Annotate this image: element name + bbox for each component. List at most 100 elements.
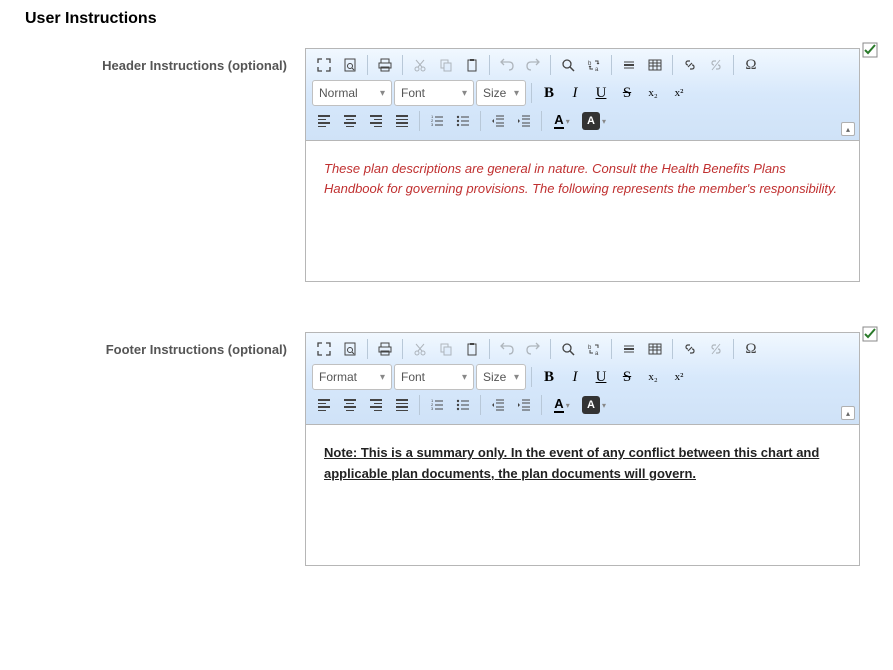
collapse-toolbar-icon[interactable]: ▴ [841,406,855,420]
hr-icon[interactable] [617,53,641,77]
size-select[interactable]: Size [476,80,526,106]
italic-button[interactable]: I [563,81,587,105]
toolbar-separator [541,111,542,131]
outdent-icon[interactable] [486,109,510,133]
special-char-icon[interactable]: Ω [739,53,763,77]
text-color-button[interactable]: A [547,109,577,133]
size-select-value: Size [483,86,506,100]
toolbar-row-3: 123 A A [312,109,853,133]
validation-check-icon [862,326,878,342]
cut-icon[interactable] [408,53,432,77]
toolbar-separator [480,395,481,415]
print-icon[interactable] [373,337,397,361]
italic-button[interactable]: I [563,365,587,389]
numbered-list-icon[interactable]: 123 [425,109,449,133]
align-right-icon[interactable] [364,393,388,417]
find-icon[interactable] [556,337,580,361]
toolbar-row-2: Normal Font Size B I U S x₂ x² [312,80,853,106]
bold-button[interactable]: B [537,365,561,389]
background-color-button[interactable]: A [579,393,609,417]
redo-icon[interactable] [521,337,545,361]
maximize-icon[interactable] [312,53,336,77]
toolbar-separator [419,111,420,131]
link-icon[interactable] [678,337,702,361]
unlink-icon[interactable] [704,337,728,361]
footer-editor-content[interactable]: Note: This is a summary only. In the eve… [306,425,859,565]
table-icon[interactable] [643,337,667,361]
font-select[interactable]: Font [394,364,474,390]
footer-toolbar: ba Ω Format Font Size B I [306,333,859,425]
preview-icon[interactable] [338,337,362,361]
outdent-icon[interactable] [486,393,510,417]
indent-icon[interactable] [512,109,536,133]
bg-color-glyph: A [582,112,600,130]
superscript-button[interactable]: x² [667,365,691,389]
toolbar-separator [611,55,612,75]
find-icon[interactable] [556,53,580,77]
bullet-list-icon[interactable] [451,393,475,417]
text-color-button[interactable]: A [547,393,577,417]
toolbar-separator [480,111,481,131]
align-right-icon[interactable] [364,109,388,133]
align-center-icon[interactable] [338,109,362,133]
background-color-button[interactable]: A [579,109,609,133]
size-select[interactable]: Size [476,364,526,390]
align-justify-icon[interactable] [390,393,414,417]
subscript-button[interactable]: x₂ [641,365,665,389]
print-icon[interactable] [373,53,397,77]
maximize-icon[interactable] [312,337,336,361]
paste-icon[interactable] [460,53,484,77]
header-instructions-row: Header Instructions (optional) [10,48,883,282]
copy-icon[interactable] [434,337,458,361]
align-left-icon[interactable] [312,109,336,133]
toolbar-separator [611,339,612,359]
footer-instructions-label: Footer Instructions (optional) [10,332,305,566]
toolbar-separator [550,55,551,75]
bold-button[interactable]: B [537,81,561,105]
table-icon[interactable] [643,53,667,77]
strikethrough-button[interactable]: S [615,81,639,105]
footer-content-text: Note: This is a summary only. In the eve… [324,445,819,481]
underline-button[interactable]: U [589,81,613,105]
subscript-button[interactable]: x₂ [641,81,665,105]
collapse-toolbar-icon[interactable]: ▴ [841,122,855,136]
replace-icon[interactable]: ba [582,53,606,77]
align-left-icon[interactable] [312,393,336,417]
format-select[interactable]: Format [312,364,392,390]
toolbar-separator [733,339,734,359]
header-rich-text-editor: ba Ω Normal Font Size B I [305,48,860,282]
replace-icon[interactable]: ba [582,337,606,361]
bullet-list-icon[interactable] [451,109,475,133]
format-select[interactable]: Normal [312,80,392,106]
underline-button[interactable]: U [589,365,613,389]
font-select[interactable]: Font [394,80,474,106]
bg-color-glyph: A [582,396,600,414]
preview-icon[interactable] [338,53,362,77]
link-icon[interactable] [678,53,702,77]
footer-instructions-row: Footer Instructions (optional) [10,332,883,566]
validation-check-icon [862,42,878,58]
special-char-icon[interactable]: Ω [739,337,763,361]
align-justify-icon[interactable] [390,109,414,133]
copy-icon[interactable] [434,53,458,77]
header-editor-content[interactable]: These plan descriptions are general in n… [306,141,859,281]
indent-icon[interactable] [512,393,536,417]
strikethrough-button[interactable]: S [615,365,639,389]
undo-icon[interactable] [495,337,519,361]
paste-icon[interactable] [460,337,484,361]
unlink-icon[interactable] [704,53,728,77]
toolbar-separator [531,367,532,387]
superscript-button[interactable]: x² [667,81,691,105]
align-center-icon[interactable] [338,393,362,417]
hr-icon[interactable] [617,337,641,361]
toolbar-separator [402,339,403,359]
footer-editor-wrap: ba Ω Format Font Size B I [305,332,860,566]
cut-icon[interactable] [408,337,432,361]
font-select-value: Font [401,370,425,384]
numbered-list-icon[interactable]: 123 [425,393,449,417]
toolbar-separator [489,55,490,75]
redo-icon[interactable] [521,53,545,77]
undo-icon[interactable] [495,53,519,77]
header-instructions-label: Header Instructions (optional) [10,48,305,282]
svg-text:3: 3 [431,122,434,127]
